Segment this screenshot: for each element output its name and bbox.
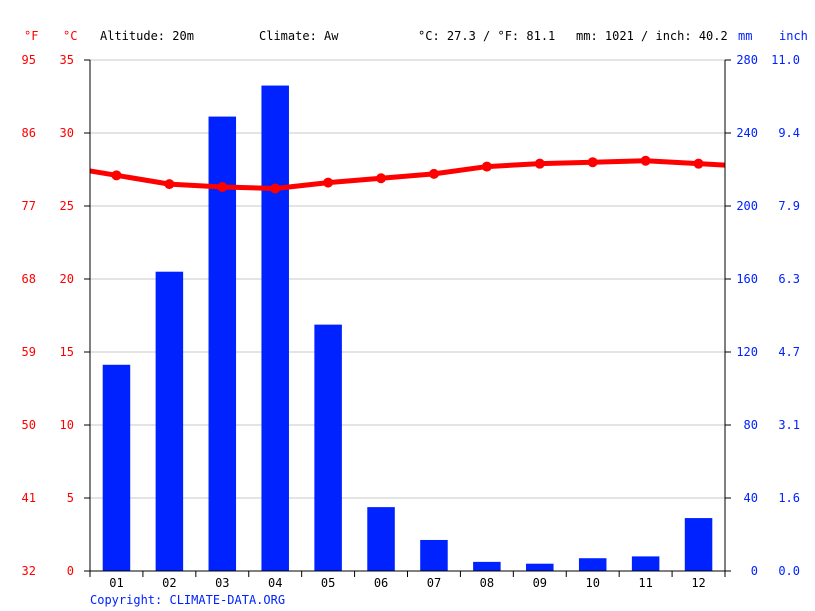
temperature-point-08 — [481, 161, 492, 172]
temperature-point-01 — [111, 170, 122, 181]
month-label-06: 06 — [374, 576, 388, 590]
fahrenheit-unit-label: °F — [24, 29, 38, 43]
celsius-tick-label: 30 — [60, 126, 74, 140]
temperature-point-11 — [640, 155, 651, 166]
celsius-tick-label: 20 — [60, 272, 74, 286]
fahrenheit-tick-label: 41 — [22, 491, 36, 505]
inch-tick-label: 6.3 — [778, 272, 800, 286]
fahrenheit-tick-label: 77 — [22, 199, 36, 213]
celsius-tick-label: 35 — [60, 53, 74, 67]
inch-tick-label: 3.1 — [778, 418, 800, 432]
precipitation-bar-07 — [420, 539, 448, 571]
celsius-tick-label: 10 — [60, 418, 74, 432]
temperature-point-06 — [376, 173, 387, 184]
fahrenheit-tick-label: 68 — [22, 272, 36, 286]
precipitation-bar-03 — [208, 116, 237, 571]
month-label-10: 10 — [585, 576, 599, 590]
month-label-04: 04 — [268, 576, 282, 590]
temperature-point-10 — [587, 157, 598, 168]
celsius-tick-label: 25 — [60, 199, 74, 213]
mm-tick-label: 120 — [736, 345, 758, 359]
precipitation-bar-08 — [473, 561, 501, 571]
inch-tick-label: 0.0 — [778, 564, 800, 578]
precipitation-bar-05 — [314, 324, 342, 571]
month-axis: 01 02 03 04 05 06 07 08 09 10 11 12 — [89, 571, 726, 590]
month-label-03: 03 — [215, 576, 229, 590]
month-label-12: 12 — [691, 576, 705, 590]
gridlines — [90, 59, 725, 499]
temperature-point-02 — [164, 179, 175, 190]
precipitation-bar-04 — [261, 85, 289, 572]
mm-tick-label: 40 — [744, 491, 758, 505]
month-label-11: 11 — [638, 576, 652, 590]
month-label-01: 01 — [109, 576, 123, 590]
temperature-point-12 — [693, 158, 704, 169]
inch-tick-label: 11.0 — [771, 53, 800, 67]
inch-tick-label: 4.7 — [778, 345, 800, 359]
temperature-point-07 — [428, 168, 439, 179]
temperature-point-03 — [217, 182, 228, 193]
celsius-tick-label: 15 — [60, 345, 74, 359]
month-label-08: 08 — [480, 576, 494, 590]
celsius-tick-label: 5 — [67, 491, 74, 505]
mm-unit-label: mm — [738, 29, 752, 43]
mm-tick-label: 80 — [744, 418, 758, 432]
climate-label: Climate: Aw — [259, 29, 339, 43]
precipitation-bar-06 — [367, 507, 395, 571]
precipitation-bar-01 — [102, 364, 131, 571]
mm-tick-label: 160 — [736, 272, 758, 286]
inch-tick-label: 9.4 — [778, 126, 800, 140]
mm-tick-label: 240 — [736, 126, 758, 140]
month-label-05: 05 — [321, 576, 335, 590]
temperature-point-04 — [270, 183, 281, 194]
mm-tick-label: 280 — [736, 53, 758, 67]
temperature-line — [89, 158, 726, 191]
mm-tick-label: 0 — [751, 564, 758, 578]
fahrenheit-tick-label: 95 — [22, 53, 36, 67]
precipitation-bars — [102, 85, 713, 572]
precipitation-bar-11 — [631, 556, 660, 571]
fahrenheit-tick-label: 86 — [22, 126, 36, 140]
month-label-07: 07 — [427, 576, 441, 590]
precipitation-bar-12 — [684, 518, 713, 571]
celsius-tick-label: 0 — [67, 564, 74, 578]
inch-tick-label: 1.6 — [778, 491, 800, 505]
celsius-unit-label: °C — [63, 29, 77, 43]
month-label-09: 09 — [533, 576, 547, 590]
temperature-line-group — [89, 155, 726, 194]
axes — [89, 60, 726, 572]
temperature-summary: °C: 27.3 / °F: 81.1 — [418, 29, 555, 43]
inch-tick-label: 7.9 — [778, 199, 800, 213]
mm-tick-label: 200 — [736, 199, 758, 213]
copyright-link[interactable]: Copyright: CLIMATE-DATA.ORG — [90, 593, 285, 607]
precipitation-bar-10 — [578, 558, 607, 571]
fahrenheit-tick-label: 50 — [22, 418, 36, 432]
temperature-point-05 — [323, 177, 334, 188]
precipitation-summary: mm: 1021 / inch: 40.2 — [576, 29, 728, 43]
altitude-label: Altitude: 20m — [100, 29, 194, 43]
inch-unit-label: inch — [779, 29, 808, 43]
right-axis-ticks: 280 11.0 240 9.4 200 7.9 160 6.3 120 4.7 80 3.1 40 1.… — [725, 53, 800, 578]
temperature-point-09 — [534, 158, 545, 169]
precipitation-bar-09 — [526, 563, 554, 571]
fahrenheit-tick-label: 32 — [22, 564, 36, 578]
precipitation-bar-02 — [155, 271, 184, 571]
month-label-02: 02 — [162, 576, 176, 590]
fahrenheit-tick-label: 59 — [22, 345, 36, 359]
left-axis-ticks: 95 35 86 30 77 25 68 20 59 15 50 10 41 5 32 0 — [22, 53, 90, 578]
